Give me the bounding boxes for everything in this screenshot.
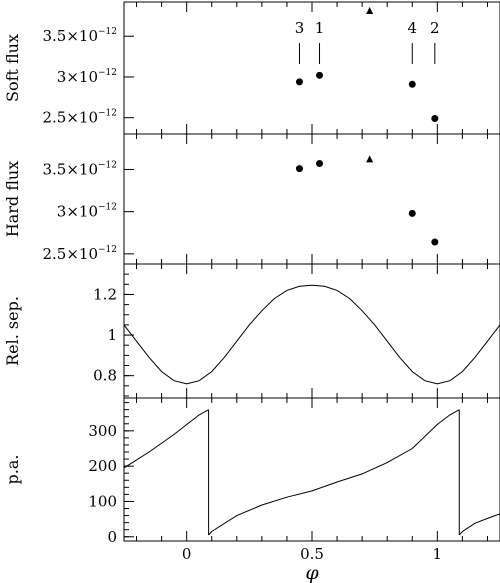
panel-frame bbox=[123, 263, 500, 399]
y-tick-label: 0 bbox=[107, 528, 117, 546]
x-tick-label: 0 bbox=[182, 545, 192, 563]
y-tick-label: 0.8 bbox=[93, 367, 117, 385]
y-tick-exponent: −12 bbox=[98, 109, 117, 119]
position-angle-panel: 0 100 200 300 p.a. 0 0.5 1 φ bbox=[3, 397, 500, 583]
data-point bbox=[316, 71, 324, 79]
x-tick-label: 0.5 bbox=[300, 545, 324, 563]
point-annotation: 3 bbox=[295, 19, 305, 37]
y-tick-label: 200 bbox=[88, 457, 117, 475]
y-tick-sep: ×10 bbox=[66, 245, 98, 263]
y-tick-sep: ×10 bbox=[66, 68, 98, 86]
y-tick-label: 3×10−12 bbox=[57, 68, 117, 86]
y-tick-label: 300 bbox=[88, 422, 117, 440]
y-tick-exponent: −12 bbox=[98, 203, 117, 213]
data-point bbox=[316, 160, 324, 168]
y-tick-label: 3.5×10−12 bbox=[42, 160, 117, 178]
y-tick-exponent: −12 bbox=[98, 160, 117, 170]
y-tick-sep: ×10 bbox=[66, 160, 98, 178]
y-tick-label: 1.2 bbox=[93, 285, 117, 303]
data-point bbox=[408, 209, 416, 217]
y-tick-exponent: −12 bbox=[98, 245, 117, 255]
series-line-segment bbox=[123, 409, 209, 469]
y-tick-label: 2.5×10−12 bbox=[42, 245, 117, 263]
y-tick-mantissa: 3.5 bbox=[42, 27, 66, 45]
series-line-segment bbox=[458, 513, 500, 536]
series-line bbox=[123, 284, 500, 385]
panel-frame bbox=[123, 1, 500, 135]
y-axis-label: Rel. sep. bbox=[3, 296, 22, 366]
point-annotation: 4 bbox=[407, 19, 417, 37]
data-point bbox=[408, 80, 416, 88]
y-tick-exponent: −12 bbox=[98, 68, 117, 78]
data-point-triangle bbox=[366, 155, 374, 163]
data-point bbox=[295, 165, 303, 173]
y-axis-label: Soft flux bbox=[3, 34, 22, 102]
y-axis-label: p.a. bbox=[3, 455, 22, 485]
y-tick-label: 1 bbox=[107, 326, 117, 344]
y-tick-label: 2.5×10−12 bbox=[42, 109, 117, 127]
x-axis-label: φ bbox=[305, 562, 319, 583]
data-point bbox=[431, 115, 439, 123]
rel-sep-panel: 0.8 1 1.2 Rel. sep. bbox=[3, 263, 500, 399]
y-tick-mantissa: 2.5 bbox=[42, 109, 66, 127]
y-tick-sep: ×10 bbox=[66, 109, 98, 127]
y-tick-mantissa: 3 bbox=[57, 68, 67, 86]
y-tick-mantissa: 2.5 bbox=[42, 245, 66, 263]
series-line-segment bbox=[208, 409, 460, 536]
point-annotation: 1 bbox=[315, 19, 325, 37]
y-tick-label: 3.5×10−12 bbox=[42, 27, 117, 45]
y-tick-mantissa: 3.5 bbox=[42, 160, 66, 178]
y-tick-label: 100 bbox=[88, 492, 117, 510]
y-tick-exponent: −12 bbox=[98, 27, 117, 37]
data-point bbox=[431, 238, 439, 246]
y-tick-sep: ×10 bbox=[66, 203, 98, 221]
y-tick-mantissa: 3 bbox=[57, 203, 67, 221]
y-tick-label: 3×10−12 bbox=[57, 203, 117, 221]
data-point-triangle bbox=[366, 6, 374, 14]
x-tick-label: 1 bbox=[433, 545, 443, 563]
panel-frame bbox=[123, 133, 500, 265]
y-tick-sep: ×10 bbox=[66, 27, 98, 45]
y-axis-label: Hard flux bbox=[3, 161, 22, 237]
point-annotation: 2 bbox=[430, 19, 440, 37]
data-point bbox=[295, 78, 303, 86]
